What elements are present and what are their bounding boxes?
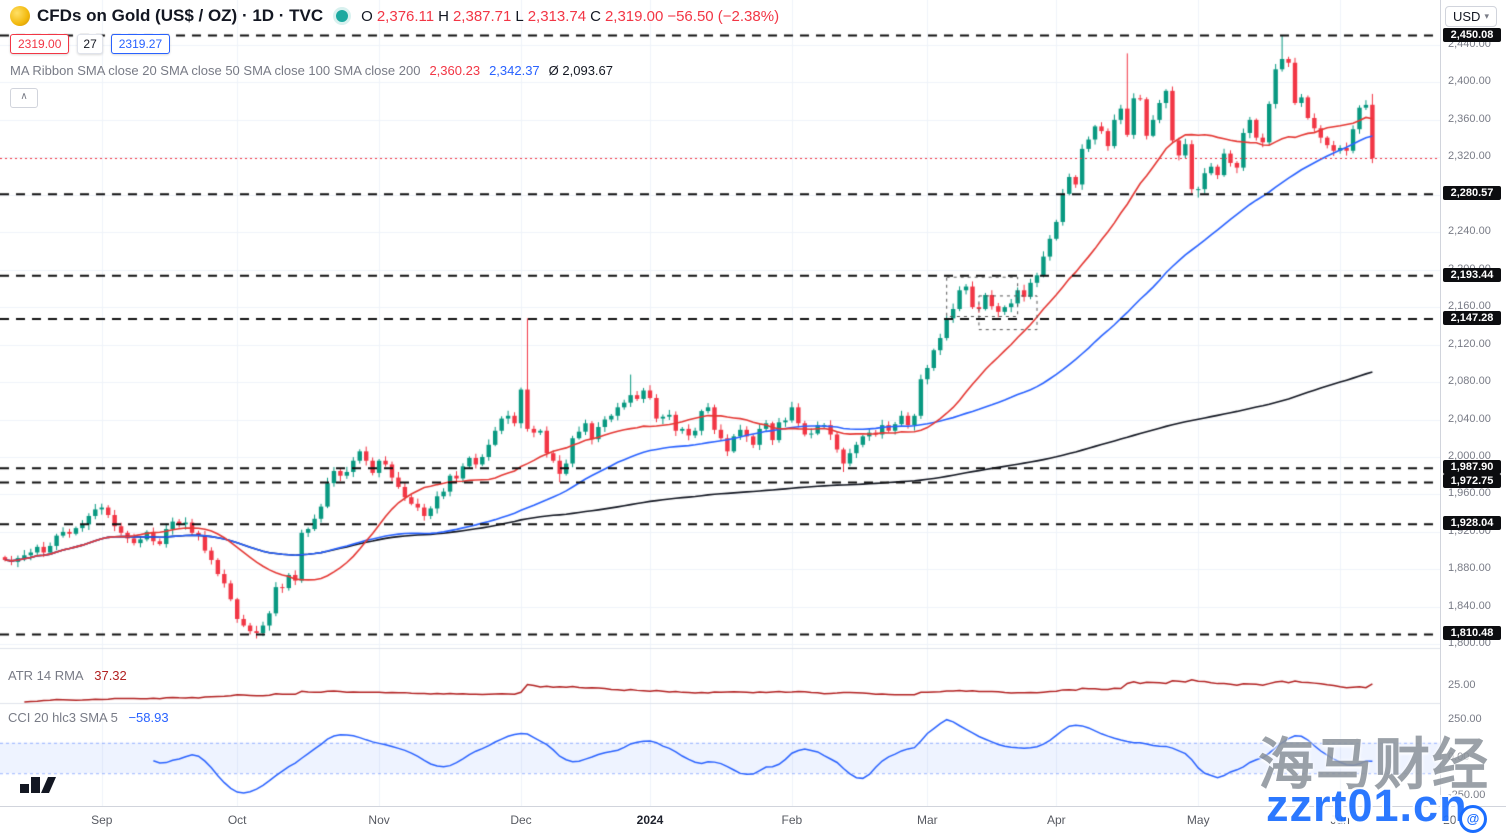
level-price-label: 1,928.04	[1443, 516, 1501, 531]
cci-axis-label: 250.00	[1448, 713, 1482, 725]
price-tick-label: 2,000.00	[1448, 449, 1491, 462]
low-label: L	[515, 7, 524, 25]
collapse-legend-button[interactable]: ∧	[10, 88, 38, 108]
atr-axis-label: 25.00	[1448, 679, 1476, 691]
ohlc-values: O 2,376.11 H 2,387.71 L 2,313.74 C 2,319…	[361, 8, 779, 25]
price-tick-label: 2,400.00	[1448, 75, 1491, 88]
time-axis-label: Sep	[91, 813, 113, 827]
price-tick-label: 2,080.00	[1448, 375, 1491, 388]
price-tick-label: 2,160.00	[1448, 300, 1491, 313]
cci-legend[interactable]: CCI 20 hlc3 SMA 5 −58.93	[8, 710, 169, 725]
time-axis-label: Dec	[510, 813, 532, 827]
price-tick-label: 2,240.00	[1448, 225, 1491, 238]
price-tick-label: 2,320.00	[1448, 150, 1491, 163]
cci-label: CCI 20 hlc3 SMA 5	[8, 710, 118, 725]
close-value: 2,319.00	[604, 7, 664, 25]
price-tick-label: 1,840.00	[1448, 599, 1491, 612]
level-price-label: 2,147.28	[1443, 311, 1501, 326]
cci-axis-label: 0.00	[1448, 751, 1470, 763]
low-value: 2,313.74	[527, 7, 587, 25]
cci-axis-label: -250.00	[1448, 789, 1486, 801]
ma-ribbon-title: MA Ribbon SMA close 20 SMA close 50 SMA …	[10, 63, 421, 78]
atr-label: ATR 14 RMA	[8, 668, 84, 683]
level-price-label: 2,280.57	[1443, 186, 1501, 201]
tradingview-logo-glyph	[20, 777, 56, 793]
price-axis[interactable]: USD ▾ 2,440.00 2,400.00 2,360.00 2,320.00 2,…	[1440, 0, 1506, 806]
symbol-row: CFDs on Gold (US$ / OZ) · 1D · TVC O 2,3…	[10, 6, 779, 26]
market-status-icon[interactable]	[336, 10, 349, 22]
bar-countdown: 27	[77, 34, 103, 54]
time-axis-label: 20	[1443, 813, 1457, 827]
level-price-label: 1,987.90	[1443, 460, 1501, 475]
chevron-down-icon: ▾	[1484, 11, 1489, 21]
time-axis-label: Mar	[917, 813, 938, 827]
sma50-value: 2,342.37	[489, 63, 540, 78]
price-tick-label: 2,120.00	[1448, 337, 1491, 350]
high-label: H	[438, 7, 449, 25]
time-axis-label: Oct	[227, 813, 247, 827]
time-axis-label: Nov	[368, 813, 390, 827]
time-axis[interactable]: Sep Oct Nov Dec 2024 Feb Mar Apr May Jun 20	[0, 806, 1506, 834]
gold-symbol-icon[interactable]	[10, 6, 30, 26]
time-axis-label: Jun	[1330, 813, 1350, 827]
currency-button[interactable]: USD ▾	[1445, 6, 1497, 27]
change-value: −56.50 (−2.38%)	[667, 7, 780, 25]
high-value: 2,387.71	[452, 7, 512, 25]
level-price-label: 2,193.44	[1443, 267, 1501, 282]
currency-label: USD	[1453, 9, 1481, 24]
level-price-label: 1,810.48	[1443, 626, 1501, 641]
sma20-value: 2,360.23	[429, 63, 481, 78]
price-box-row: 2319.00 27 2319.27	[10, 34, 779, 54]
last-price-box: 2319.00	[10, 34, 70, 54]
tradingview-logo[interactable]	[20, 772, 56, 799]
cci-value: −58.93	[128, 710, 169, 725]
price-tick-label: 2,040.00	[1448, 412, 1491, 425]
level-price-label: 2,450.08	[1443, 27, 1501, 42]
price-tick-label: 1,880.00	[1448, 562, 1491, 575]
price-tick-label: 1,800.00	[1448, 637, 1491, 650]
close-label: C	[590, 7, 601, 25]
atr-value: 37.32	[94, 668, 127, 683]
price-chart-canvas[interactable]	[0, 0, 1440, 806]
price-tick-label: 2,360.00	[1448, 112, 1491, 125]
open-label: O	[361, 7, 373, 25]
open-value: 2,376.11	[376, 7, 435, 25]
time-axis-label: May	[1186, 813, 1210, 827]
ma-ribbon-legend[interactable]: MA Ribbon SMA close 20 SMA close 50 SMA …	[10, 63, 779, 78]
level-price-label: 1,972.75	[1443, 474, 1501, 489]
ask-price-box: 2319.27	[110, 34, 171, 54]
atr-legend[interactable]: ATR 14 RMA 37.32	[8, 668, 127, 683]
symbol-title[interactable]: CFDs on Gold (US$ / OZ) · 1D · TVC	[37, 6, 324, 25]
time-axis-label: Feb	[781, 813, 803, 827]
time-axis-label: Apr	[1047, 813, 1066, 827]
chart-header: CFDs on Gold (US$ / OZ) · 1D · TVC O 2,3…	[10, 6, 779, 108]
price-tick-label: 1,960.00	[1448, 487, 1491, 500]
sma200-value: Ø 2,093.67	[548, 63, 613, 78]
time-axis-label: 2024	[636, 813, 664, 827]
